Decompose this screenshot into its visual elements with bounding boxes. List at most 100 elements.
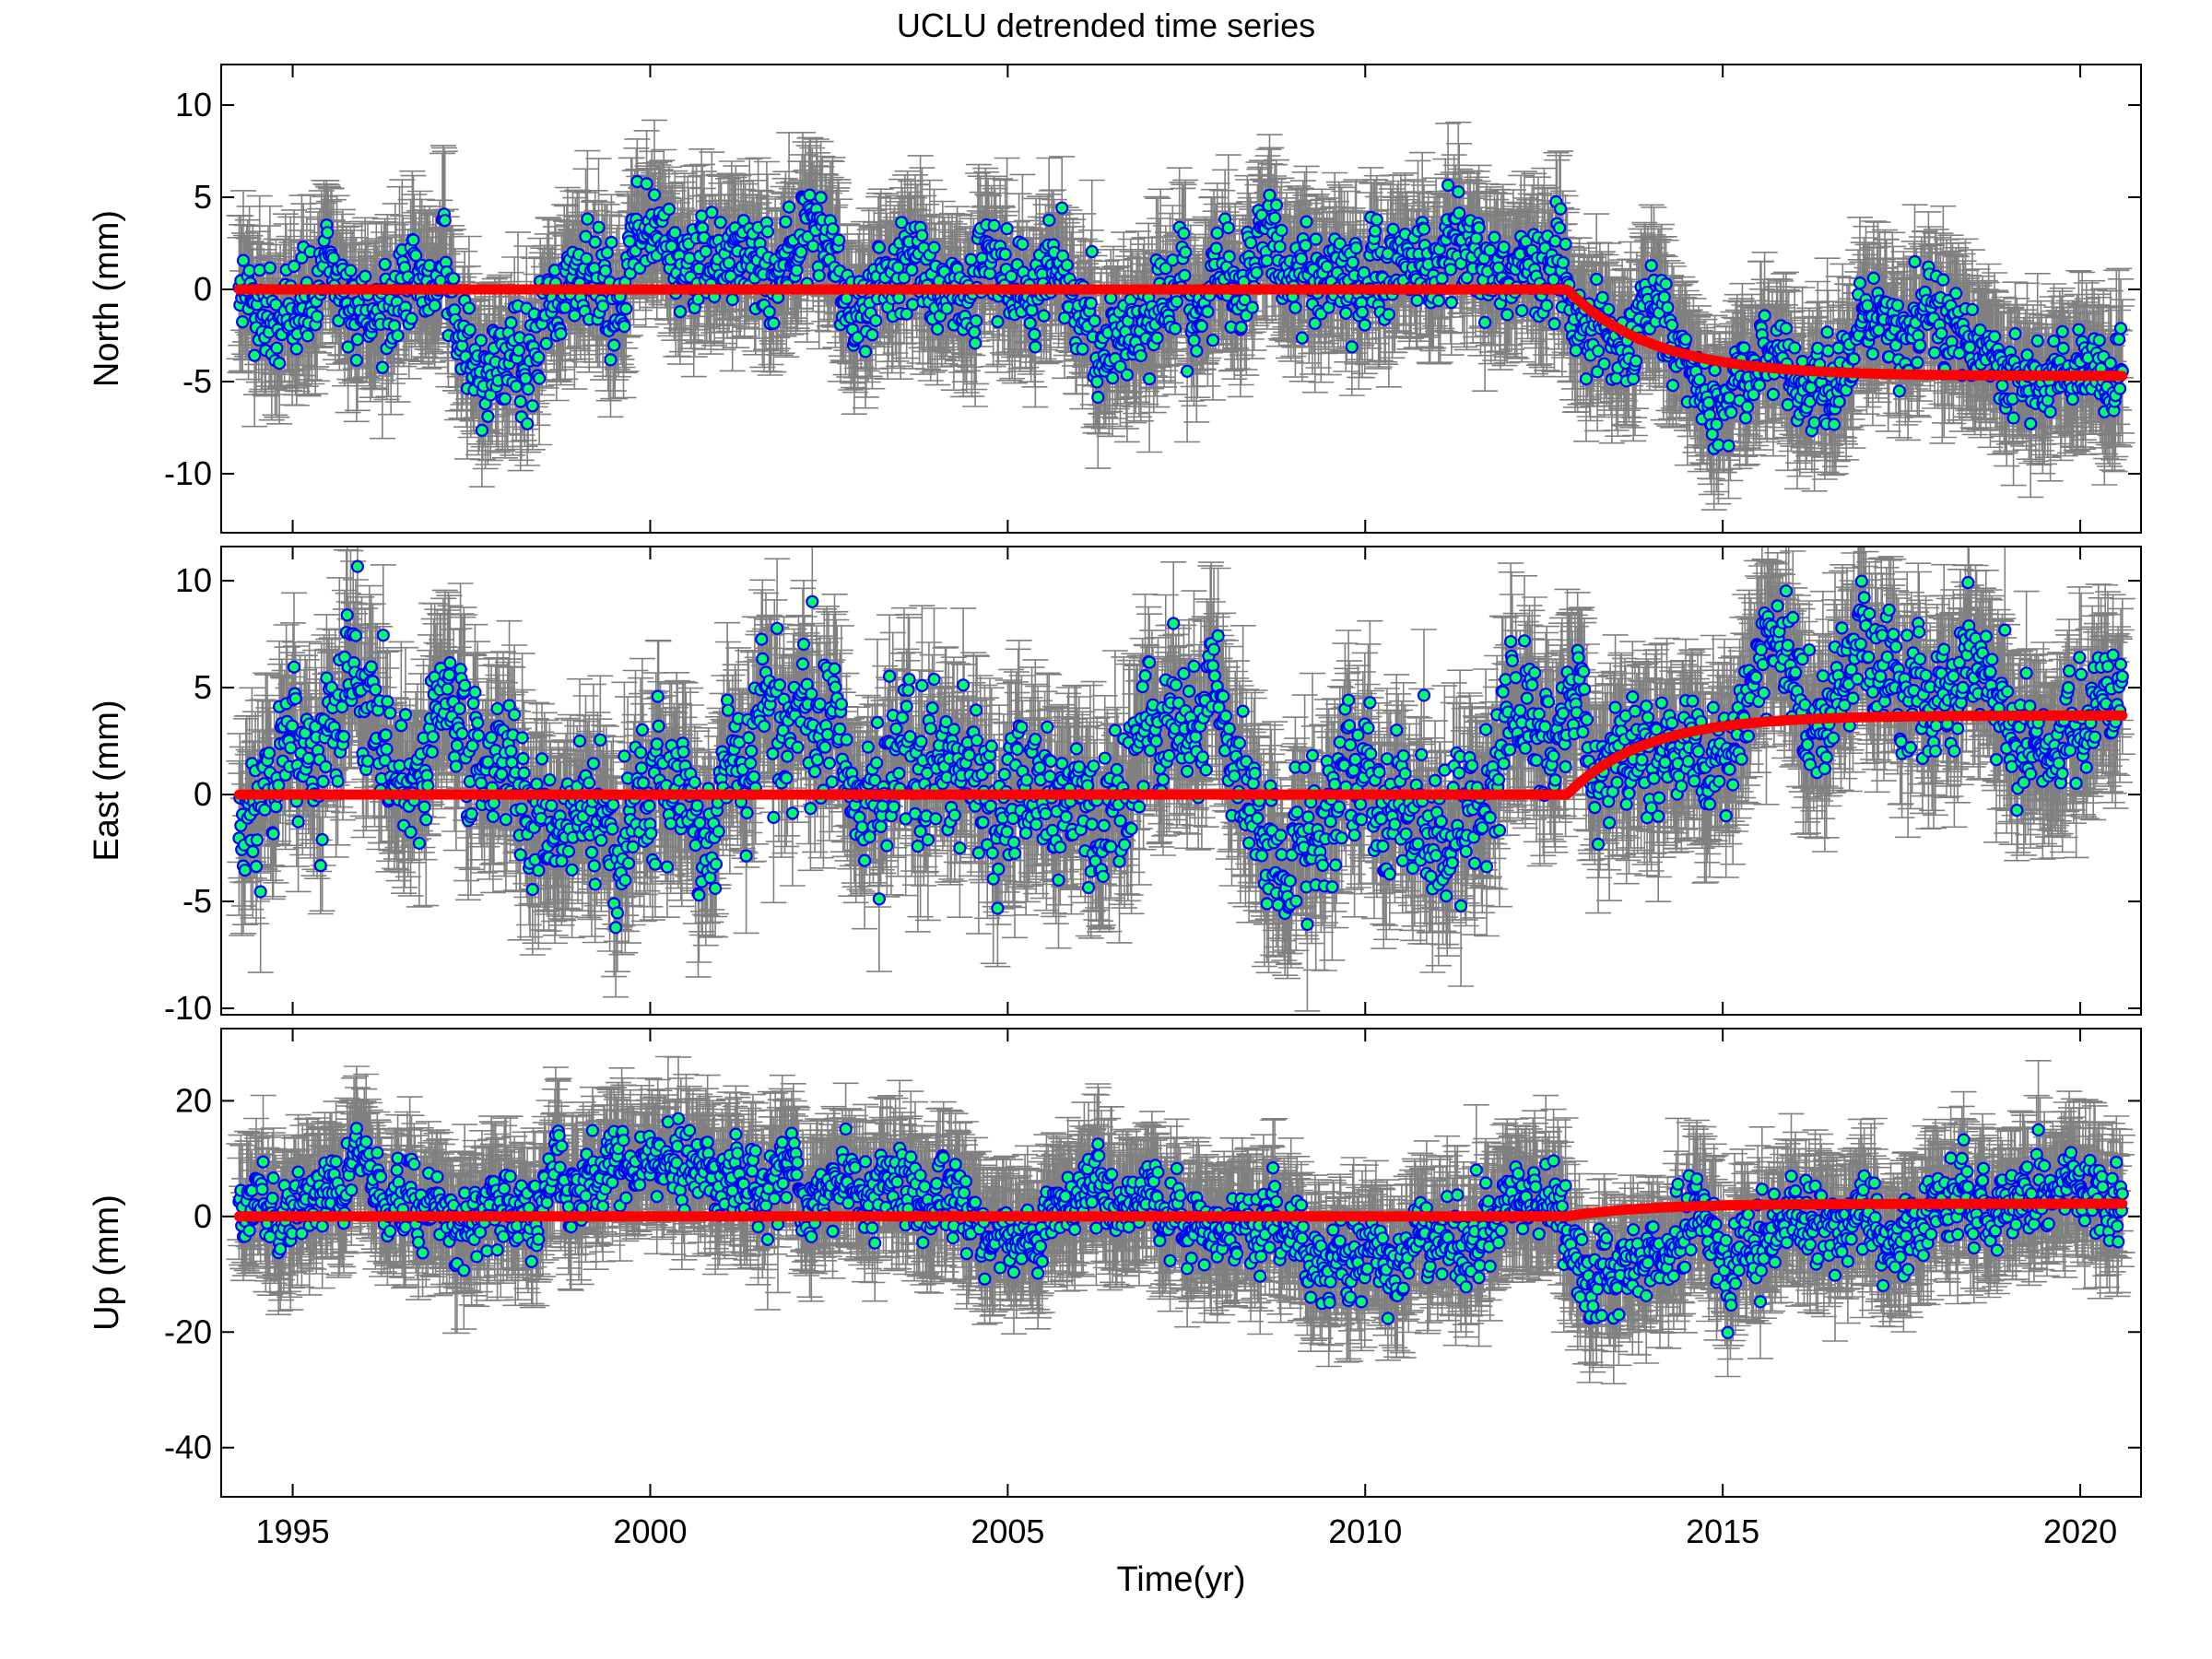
data-point <box>1995 379 2009 393</box>
data-point <box>2069 776 2083 791</box>
data-point <box>359 269 372 283</box>
data-point <box>911 839 924 853</box>
data-point <box>1222 250 1236 264</box>
data-point <box>1351 728 1365 742</box>
data-point <box>660 860 675 874</box>
data-point <box>767 810 781 825</box>
data-point <box>1529 753 1544 768</box>
data-point <box>284 741 298 755</box>
data-point <box>619 301 633 316</box>
data-point <box>1232 736 1247 750</box>
data-point <box>869 313 883 327</box>
data-point <box>1236 704 1250 718</box>
data-point <box>1443 263 1458 276</box>
data-point <box>1688 774 1701 788</box>
data-point <box>416 1246 429 1260</box>
data-point <box>1483 810 1497 825</box>
data-point <box>588 235 602 249</box>
data-point <box>968 336 982 350</box>
data-point <box>1294 252 1309 265</box>
data-point <box>438 214 452 228</box>
data-point <box>1912 625 1926 639</box>
data-point <box>1032 760 1047 775</box>
data-point <box>1305 748 1320 762</box>
data-point <box>1559 759 1572 774</box>
data-point <box>947 723 961 736</box>
data-point <box>1641 711 1655 724</box>
data-point <box>831 233 846 247</box>
data-point <box>828 662 841 676</box>
data-point <box>371 1146 384 1159</box>
data-point <box>618 873 632 888</box>
data-point <box>742 731 756 745</box>
data-point <box>331 774 345 788</box>
data-point <box>1726 778 1740 792</box>
y-tick-label: 10 <box>175 86 212 124</box>
chart-title: UCLU detrended time series <box>897 6 1315 44</box>
data-point <box>449 759 463 773</box>
data-point <box>1988 330 2002 344</box>
data-point <box>291 815 305 829</box>
data-point <box>915 229 929 242</box>
data-point <box>1096 869 1111 884</box>
data-point <box>983 799 998 813</box>
data-point <box>484 730 499 745</box>
data-point <box>1691 745 1706 759</box>
data-point <box>1088 314 1101 328</box>
data-point <box>1591 344 1606 358</box>
data-point <box>1411 837 1425 851</box>
data-point <box>1295 331 1309 345</box>
data-point <box>618 749 631 763</box>
data-point <box>1169 677 1183 692</box>
data-point <box>682 252 697 265</box>
data-point <box>287 259 301 273</box>
data-point <box>1177 666 1191 681</box>
data-point <box>1908 254 1922 269</box>
data-point <box>1569 344 1583 358</box>
data-point <box>1374 812 1388 826</box>
data-point <box>644 827 658 841</box>
data-point <box>991 314 1005 329</box>
data-point <box>319 759 333 774</box>
data-point <box>539 336 553 350</box>
data-point <box>1245 300 1259 314</box>
data-point <box>1626 690 1640 704</box>
data-point <box>1087 759 1100 773</box>
data-point <box>535 752 549 766</box>
data-point <box>1722 439 1735 453</box>
data-point <box>458 678 472 692</box>
data-point <box>1595 290 1609 304</box>
data-point <box>1577 665 1591 678</box>
data-point <box>1368 224 1382 238</box>
data-point <box>1826 731 1841 745</box>
data-point <box>1085 244 1099 259</box>
data-point <box>1927 346 1942 359</box>
data-point <box>1518 741 1533 755</box>
data-point <box>2062 680 2076 695</box>
data-point <box>2103 356 2117 371</box>
data-point <box>519 371 533 385</box>
data-point <box>1552 221 1567 235</box>
data-point <box>1459 844 1473 859</box>
data-point <box>1072 759 1086 774</box>
data-point <box>1452 185 1465 199</box>
y-tick-label: -5 <box>182 362 212 400</box>
data-point <box>1084 296 1098 311</box>
data-point <box>1361 721 1375 735</box>
data-point <box>1505 653 1520 668</box>
data-point <box>865 328 879 342</box>
data-point <box>803 188 817 202</box>
data-point <box>1167 617 1181 630</box>
data-point <box>412 836 426 851</box>
data-point <box>1007 846 1022 861</box>
data-point <box>929 812 943 826</box>
data-point <box>1250 265 1264 279</box>
data-point <box>1060 258 1074 272</box>
data-point <box>647 188 662 202</box>
data-point <box>441 682 454 696</box>
plot-area <box>226 547 2136 1012</box>
data-point <box>2019 666 2033 680</box>
data-point <box>1472 221 1486 235</box>
data-point <box>266 1171 280 1185</box>
data-point <box>1363 696 1377 710</box>
